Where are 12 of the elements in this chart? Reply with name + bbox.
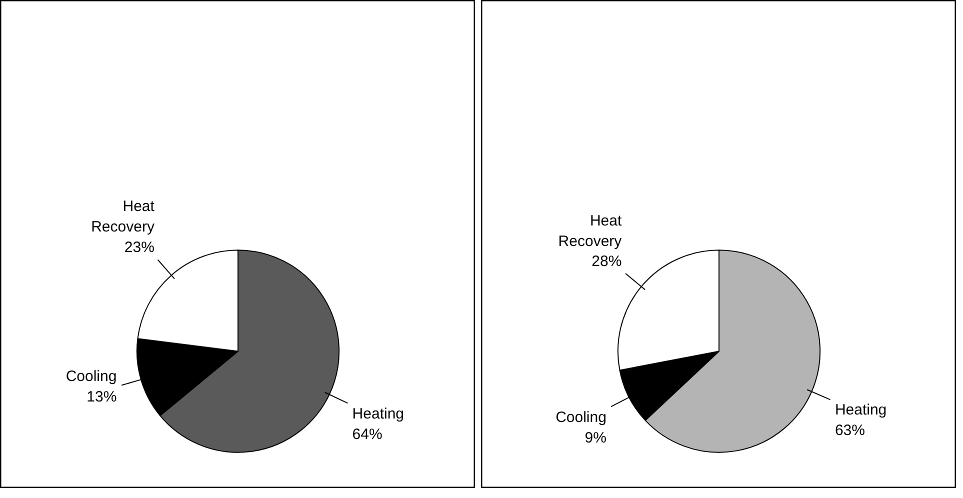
slice-label: Heating bbox=[352, 405, 404, 422]
slice-label: Cooling bbox=[556, 408, 606, 426]
slice-label: Heat Recovery bbox=[558, 212, 622, 250]
data-label: 9% bbox=[584, 429, 606, 446]
data-label: 63% bbox=[834, 422, 865, 440]
data-label: 64% bbox=[352, 426, 382, 443]
slice-label: Cooling bbox=[66, 368, 117, 386]
slice-label: Heating bbox=[834, 402, 887, 419]
data-label: 13% bbox=[86, 388, 117, 406]
data-label: 28% bbox=[592, 253, 622, 270]
data-label: 23% bbox=[124, 238, 154, 256]
slice-label: Heat Recovery bbox=[91, 198, 156, 236]
